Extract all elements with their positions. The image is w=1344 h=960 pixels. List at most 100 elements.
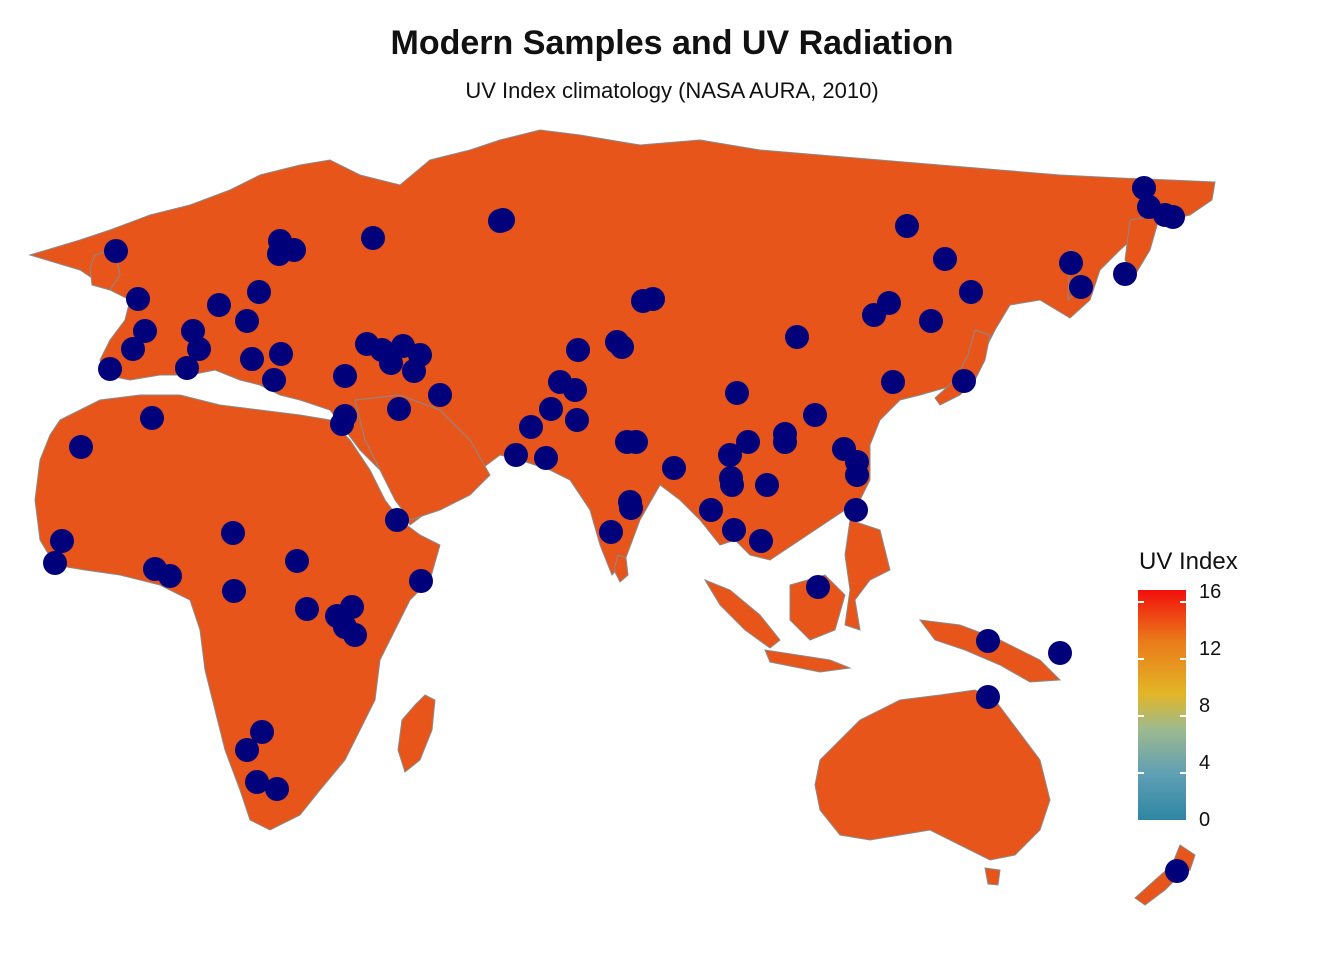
sample-point (267, 242, 291, 266)
legend-tick-label: 0 (1199, 809, 1211, 831)
sample-point (504, 443, 528, 467)
legend-tickmark (1180, 772, 1186, 774)
landmass-sulawesi-philippines (844, 519, 891, 631)
sample-point (845, 463, 869, 487)
sample-point (1048, 641, 1072, 665)
legend-tickmark (1138, 658, 1144, 660)
map-subtitle: UV Index climatology (NASA AURA, 2010) (465, 78, 879, 103)
sample-point (235, 738, 259, 762)
sample-point (379, 351, 403, 375)
legend-tick-label: 16 (1199, 581, 1222, 603)
sample-point (428, 383, 452, 407)
sample-point (773, 430, 797, 454)
sample-point (565, 408, 589, 432)
sample-point (959, 280, 983, 304)
sample-point (121, 337, 145, 361)
sample-point (566, 338, 590, 362)
sample-point (976, 685, 1000, 709)
landmass-tasmania (984, 867, 1001, 886)
landmass-africa (34, 394, 441, 831)
landmass-australia (814, 689, 1051, 861)
sample-point (1132, 176, 1156, 200)
sample-point (69, 435, 93, 459)
landmass-borneo (789, 574, 846, 641)
sample-point (1069, 275, 1093, 299)
sample-point (1113, 262, 1137, 286)
landmass-madagascar (397, 694, 436, 773)
sample-point (295, 597, 319, 621)
sample-point (262, 368, 286, 392)
sample-point (599, 520, 623, 544)
sample-point (385, 508, 409, 532)
legend-title: UV Index (1139, 548, 1238, 575)
sample-point (43, 551, 67, 575)
sample-point (361, 226, 385, 250)
sample-point (269, 342, 293, 366)
legend-tickmark (1180, 715, 1186, 717)
sample-point (221, 521, 245, 545)
sample-point (408, 343, 432, 367)
landmass-sumatra (703, 578, 781, 649)
sample-point (976, 629, 1000, 653)
sample-point (624, 430, 648, 454)
sample-point (736, 430, 760, 454)
sample-point (725, 381, 749, 405)
sample-point (699, 498, 723, 522)
sample-point (488, 209, 512, 233)
sample-point (175, 356, 199, 380)
sample-point (610, 335, 634, 359)
sample-point (718, 443, 742, 467)
sample-point (247, 280, 271, 304)
sample-point (343, 623, 367, 647)
sample-point (755, 473, 779, 497)
sample-point (158, 564, 182, 588)
legend-tick-label: 12 (1199, 638, 1222, 660)
sample-point (245, 770, 269, 794)
sample-point (952, 369, 976, 393)
legend-tick-label: 4 (1199, 752, 1211, 774)
sample-point (181, 319, 205, 343)
sample-point (140, 406, 164, 430)
sample-point (50, 529, 74, 553)
sample-point (1165, 859, 1189, 883)
legend-tickmark (1138, 772, 1144, 774)
sample-point (98, 357, 122, 381)
legend-tickmark (1138, 715, 1144, 717)
sample-point (563, 378, 587, 402)
legend-colorbar (1138, 590, 1186, 820)
legend-tickmark (1180, 658, 1186, 660)
sample-point (539, 397, 563, 421)
sample-point (881, 370, 905, 394)
sample-point (933, 247, 957, 271)
sample-point (662, 456, 686, 480)
sample-point (722, 518, 746, 542)
sample-point (330, 412, 354, 436)
landmass-java (764, 649, 852, 673)
sample-point (534, 446, 558, 470)
sample-point (250, 720, 274, 744)
sample-point (519, 415, 543, 439)
sample-point (1161, 205, 1185, 229)
legend-tick-label: 8 (1199, 695, 1211, 717)
sample-point (895, 214, 919, 238)
sample-point (333, 364, 357, 388)
legend-tickmark (1138, 601, 1144, 603)
sample-point (409, 569, 433, 593)
sample-point (222, 579, 246, 603)
sample-point (877, 291, 901, 315)
sample-point (919, 309, 943, 333)
sample-point (720, 473, 744, 497)
sample-point (749, 529, 773, 553)
sample-point (641, 287, 665, 311)
sample-point (104, 239, 128, 263)
sample-point (806, 575, 830, 599)
sample-point (619, 496, 643, 520)
landmass-arabia (354, 394, 491, 521)
sample-point (340, 595, 364, 619)
sample-point (133, 319, 157, 343)
sample-point (844, 498, 868, 522)
landmass-sri-lanka (613, 554, 629, 583)
sample-point (126, 287, 150, 311)
sample-point (265, 777, 289, 801)
